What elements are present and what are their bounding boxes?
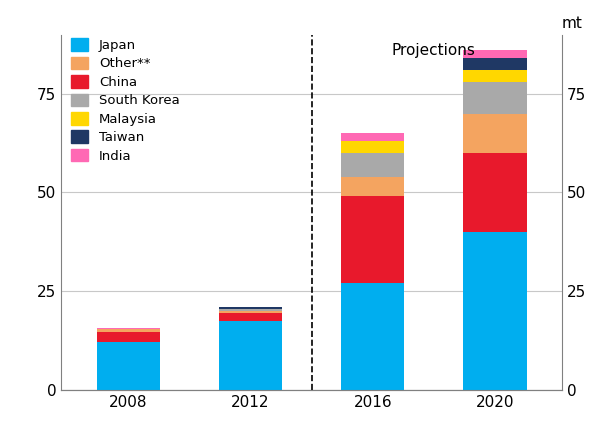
Bar: [463, 58, 527, 70]
Bar: [341, 283, 404, 390]
Bar: [463, 153, 527, 232]
Bar: [341, 141, 404, 153]
Bar: [219, 313, 282, 321]
Bar: [463, 232, 527, 390]
Bar: [219, 309, 282, 311]
Bar: [463, 50, 527, 58]
Bar: [463, 82, 527, 113]
Legend: Japan, Other**, China, South Korea, Malaysia, Taiwan, India: Japan, Other**, China, South Korea, Mala…: [71, 38, 180, 163]
Bar: [97, 333, 160, 343]
Bar: [341, 133, 404, 141]
Bar: [463, 113, 527, 153]
Bar: [463, 70, 527, 82]
Bar: [219, 311, 282, 313]
Bar: [97, 343, 160, 390]
Bar: [341, 153, 404, 177]
Text: Projections: Projections: [392, 42, 476, 58]
Text: mt: mt: [562, 16, 583, 31]
Bar: [97, 328, 160, 330]
Bar: [341, 177, 404, 197]
Bar: [341, 197, 404, 283]
Bar: [219, 321, 282, 390]
Bar: [219, 307, 282, 309]
Bar: [97, 330, 160, 333]
